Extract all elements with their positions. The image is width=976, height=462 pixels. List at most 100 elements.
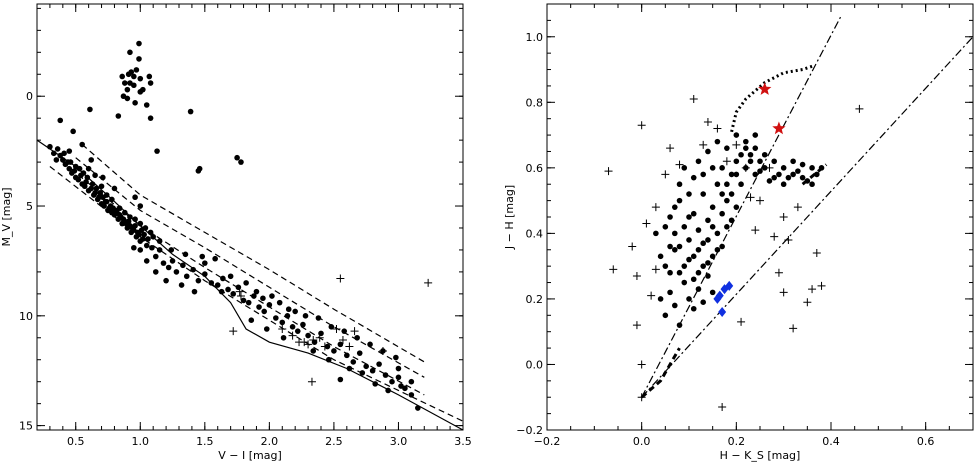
panel2-data-point-plus (737, 317, 746, 326)
panel1-data-point-dot (325, 356, 332, 363)
panel2-data-point-plus (779, 288, 788, 297)
panel1-data-point-dot (318, 330, 324, 337)
panel1-data-point-dot (109, 196, 115, 203)
panel2-line-dotted (730, 64, 813, 133)
panel1-data-point-dot (116, 212, 123, 218)
panel1-x-tick-label: 3.5 (454, 435, 472, 448)
panel1-data-point-dot (269, 293, 275, 299)
panel2-data-point-dot (719, 191, 725, 197)
panel2-data-point-dot (728, 217, 735, 224)
panel2-data-point-plus (647, 291, 656, 300)
panel2-y-tick-label: 0.2 (526, 293, 544, 306)
panel1-data-point-dot (256, 304, 262, 310)
panel2-data-point-dot (676, 197, 683, 204)
panel1-data-point-dot (119, 73, 125, 80)
panel1-data-point-dot (337, 341, 344, 348)
panel1-data-point-dot (149, 244, 155, 251)
panel1-data-point-dot (363, 363, 369, 370)
panel2-data-point-plus (703, 117, 712, 126)
panel2-data-point-dot (667, 243, 673, 250)
panel1-data-point-dot (220, 275, 226, 282)
panel1-data-point-dot (125, 218, 132, 225)
panel1-data-point-dot (212, 255, 218, 262)
panel1-data-point-dot (180, 262, 186, 269)
panel1-data-point-dot (243, 280, 249, 286)
panel2-data-point-plus (651, 265, 660, 274)
panel1-data-point-dot (199, 253, 206, 260)
panel1-data-point-dot (341, 328, 348, 334)
panel2-data-point-dot (705, 217, 711, 224)
panel2-data-point-plus (637, 121, 646, 130)
panel1-data-point-dot (141, 231, 147, 238)
panel2-data-point-dot (743, 145, 749, 151)
panel2-data-point-plus (793, 203, 802, 212)
panel1-data-point-dot (415, 405, 421, 411)
panel2-x-tick-label: 0.0 (633, 435, 651, 448)
panel1-data-point-dot (96, 194, 102, 201)
panel1-data-point-dot (196, 165, 203, 172)
panel1-data-point-dot (315, 315, 322, 321)
panel1-data-point-dot (182, 251, 189, 258)
panel2-data-point-dot (672, 230, 678, 237)
panel1-data-point-dot (280, 334, 287, 341)
panel2-data-point-plus (770, 232, 779, 241)
panel1-y-axis-title: M_V [mag] (0, 187, 13, 246)
panel2-data-point-dot (719, 165, 725, 171)
panel2-data-point-dot (686, 237, 692, 243)
panel1-y-tick-label: 5 (26, 200, 33, 213)
panel1-data-point-dot (115, 113, 122, 119)
panel1-data-point-plus (336, 274, 345, 283)
panel2-data-point-dot (780, 165, 787, 171)
panel2-data-point-dot (733, 132, 740, 138)
panel2-data-point-dot (662, 224, 669, 230)
panel1-y-tick-label: 10 (19, 310, 33, 323)
panel1-data-point-dot (92, 190, 98, 196)
panel1-data-point-plus (345, 342, 354, 351)
panel2-x-tick-label: 0.4 (822, 435, 840, 448)
panel2-data-point-dot (695, 246, 702, 253)
panel1-data-point-plus (332, 324, 341, 333)
panel2-data-point-dot (667, 269, 673, 276)
panel2-data-point-dot (724, 181, 730, 188)
panel2-data-point-dot (743, 138, 749, 145)
panel2-data-point-plus (718, 403, 727, 412)
panel2-data-point-dot (690, 253, 697, 260)
panel1-data-point-dot (147, 229, 154, 236)
panel1-data-point-dot (136, 40, 142, 47)
panel1-data-point-dot (101, 203, 107, 209)
panel2-data-point-dot (761, 151, 768, 158)
panel2-y-tick-label: −0.2 (516, 424, 543, 437)
panel2-data-point-dot (780, 181, 787, 188)
panel1-data-point-dot (70, 128, 76, 135)
panel2-data-point-star (758, 82, 772, 95)
panel2-data-point-dot (724, 145, 730, 151)
panel2-data-point-dot (705, 273, 711, 279)
panel2-data-point-dot (709, 204, 716, 210)
panel1-data-point-dot (168, 247, 175, 253)
panel1-data-point-dot (150, 233, 156, 240)
panel2-data-point-plus (651, 203, 660, 212)
panel2-data-point-dot (705, 148, 711, 155)
panel1-data-point-dot (87, 106, 93, 113)
panel2-data-point-dot (695, 227, 702, 233)
panel2-data-point-dot (733, 158, 740, 165)
panel2-data-point-dot (681, 279, 688, 286)
panel2-data-point-plus (689, 95, 698, 104)
panel2-data-point-dot (799, 174, 806, 181)
panel2-line-dashdot (641, 16, 842, 398)
panel1-data-point-dot (214, 282, 221, 288)
panel1-data-point-dot (131, 73, 137, 80)
panel1-data-point-plus (338, 335, 347, 344)
panel1-data-point-dot (227, 273, 234, 280)
panel2-data-point-dot (733, 204, 740, 210)
panel1-line-dashed (81, 144, 425, 363)
panel2-data-point-dot (719, 210, 725, 217)
panel2-data-point-plus (675, 160, 684, 169)
panel1-data-point-dot (125, 71, 132, 78)
panel2-data-point-dot (676, 322, 683, 328)
panel2-data-point-plus (784, 235, 793, 244)
panel1-data-point-dot (132, 222, 138, 229)
panel2-data-point-dot (662, 312, 669, 319)
panel2-data-point-plus (746, 193, 755, 202)
panel1-data-point-dot (57, 117, 64, 124)
